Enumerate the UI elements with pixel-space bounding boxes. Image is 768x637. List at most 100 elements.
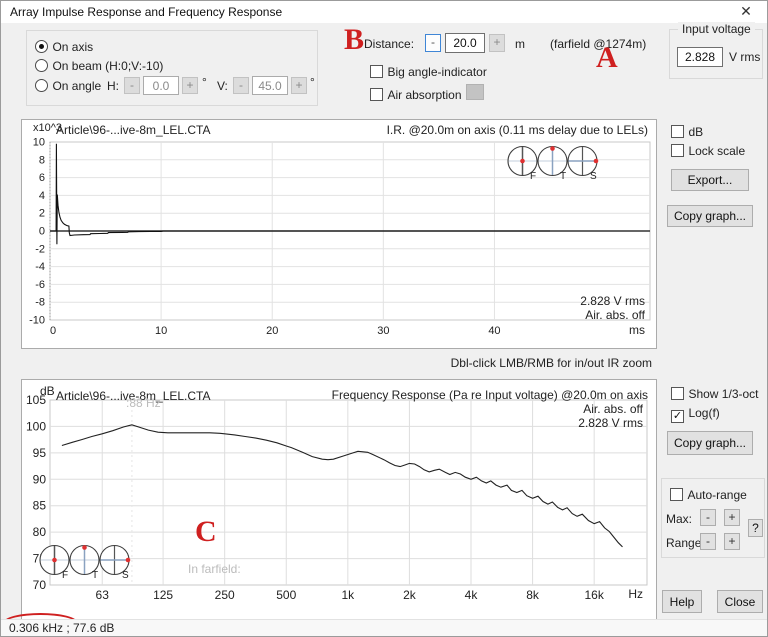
big-angle-checkbox-row[interactable]: Big angle-indicator <box>370 63 487 81</box>
orientation-dial-top-icon: T <box>537 145 568 181</box>
position-groupbox: On axis On beam (H:0;V:-10) On angle H: … <box>26 30 318 106</box>
svg-text:70: 70 <box>33 578 47 592</box>
svg-text:6: 6 <box>39 172 45 184</box>
svg-text:40: 40 <box>488 325 500 337</box>
fr-y-unit-label: dB <box>40 384 55 398</box>
range-label: Range: <box>666 536 705 550</box>
svg-text:-10: -10 <box>29 315 45 327</box>
annotation-b: B <box>344 23 365 56</box>
input-voltage-unit: V rms <box>729 50 761 64</box>
fr-copy-graph-button[interactable]: Copy graph... <box>667 431 753 455</box>
lock-scale-checkbox[interactable] <box>671 144 684 157</box>
radio-on-angle[interactable]: On angle <box>35 77 101 95</box>
svg-text:90: 90 <box>33 472 47 486</box>
h-angle-minus-button[interactable]: - <box>124 77 140 94</box>
logf-checkbox-row[interactable]: ✓ Log(f) <box>671 404 720 423</box>
radio-on-beam-label: On beam (H:0;V:-10) <box>52 59 164 73</box>
db-checkbox[interactable] <box>671 125 684 138</box>
radio-on-axis[interactable]: On axis <box>35 38 93 56</box>
svg-text:0: 0 <box>39 226 45 238</box>
air-absorption-checkbox[interactable] <box>370 88 383 101</box>
lock-scale-checkbox-row[interactable]: Lock scale <box>671 142 745 160</box>
close-button[interactable]: Close <box>717 590 763 613</box>
help-button[interactable]: Help <box>662 590 702 613</box>
radio-on-axis-label: On axis <box>52 40 94 54</box>
logf-checkbox[interactable]: ✓ <box>671 410 684 423</box>
fr-file-label: Article\96-...ive-8m_LEL.CTA <box>56 389 211 403</box>
svg-text:S: S <box>122 570 129 580</box>
range-groupbox: Auto-range Max: - + ? Range: - + <box>661 478 765 558</box>
svg-text:1k: 1k <box>341 588 355 602</box>
fr-chart-panel[interactable]: 105 100 95 90 85 80 75 70 63 125 250 500 1k 2k 4k 8k 16k… <box>21 379 657 621</box>
distance-label: Distance: <box>364 37 415 51</box>
v-angle-field[interactable]: 45.0 <box>252 76 288 95</box>
cursor-readout: 0.306 kHz ; 77.6 dB <box>9 621 115 635</box>
third-oct-checkbox[interactable] <box>671 387 684 400</box>
fr-cursor-label: :88 Hz <box>126 396 161 410</box>
svg-text:T: T <box>92 570 98 580</box>
annotation-a: A <box>596 41 618 74</box>
range-minus-button[interactable]: - <box>700 533 716 550</box>
h-angle-plus-button[interactable]: + <box>182 77 198 94</box>
big-angle-label: Big angle-indicator <box>387 65 487 79</box>
svg-text:63: 63 <box>96 588 110 602</box>
radio-on-beam[interactable]: On beam (H:0;V:-10) <box>35 57 163 75</box>
export-button[interactable]: Export... <box>671 169 749 191</box>
air-absorption-label: Air absorption <box>387 88 462 102</box>
third-oct-checkbox-row[interactable]: Show 1/3-oct <box>671 385 759 403</box>
svg-text:0: 0 <box>50 325 56 337</box>
svg-text:80: 80 <box>33 525 47 539</box>
svg-text:500: 500 <box>276 588 296 602</box>
logf-label: Log(f) <box>688 406 720 420</box>
ir-chart-panel[interactable]: 10 8 6 4 2 0 -2 -4 -6 -8 -10 0 10 20 30 40 x10^3 Articl… <box>21 119 657 349</box>
auto-range-checkbox[interactable] <box>670 488 683 501</box>
distance-field[interactable]: 20.0 <box>445 33 485 53</box>
range-plus-button[interactable]: + <box>724 533 740 550</box>
svg-text:S: S <box>590 171 597 181</box>
svg-text:30: 30 <box>377 325 389 337</box>
fr-farfield-label: In farfield: <box>188 562 241 576</box>
orientation-dial-top-icon: T <box>69 544 100 580</box>
fr-airabs-overlay: Air. abs. off <box>583 402 643 416</box>
distance-unit-label: m <box>515 37 525 51</box>
svg-text:20: 20 <box>266 325 278 337</box>
big-angle-checkbox[interactable] <box>370 65 383 78</box>
ir-file-label: Article\96-...ive-8m_LEL.CTA <box>56 123 211 137</box>
v-degree-label: ° <box>310 75 315 89</box>
input-voltage-field[interactable]: 2.828 <box>677 47 723 67</box>
svg-text:2: 2 <box>39 208 45 220</box>
distance-minus-button[interactable]: - <box>425 34 441 52</box>
db-checkbox-row[interactable]: dB <box>671 123 703 141</box>
max-plus-button[interactable]: + <box>724 509 740 526</box>
svg-text:8k: 8k <box>526 588 540 602</box>
radio-on-axis-dot[interactable] <box>35 40 48 53</box>
svg-text:-2: -2 <box>35 243 45 255</box>
range-help-button[interactable]: ? <box>748 519 763 537</box>
auto-range-checkbox-row[interactable]: Auto-range <box>670 486 747 504</box>
distance-plus-button[interactable]: + <box>489 34 505 52</box>
air-absorption-checkbox-row[interactable]: Air absorption <box>370 86 462 104</box>
max-minus-button[interactable]: - <box>700 509 716 526</box>
radio-on-angle-dot[interactable] <box>35 79 48 92</box>
v-angle-minus-button[interactable]: - <box>233 77 249 94</box>
ir-x-unit-label: ms <box>629 323 645 337</box>
fr-chart-title: Frequency Response (Pa re Input voltage)… <box>331 388 648 402</box>
v-angle-plus-button[interactable]: + <box>291 77 307 94</box>
db-checkbox-label: dB <box>688 125 704 139</box>
h-angle-field[interactable]: 0.0 <box>143 76 179 95</box>
orientation-dial-front-icon: F <box>507 145 538 181</box>
radio-on-beam-dot[interactable] <box>35 59 48 72</box>
svg-text:10: 10 <box>33 137 45 149</box>
close-icon[interactable]: ✕ <box>740 3 752 19</box>
ir-copy-graph-button[interactable]: Copy graph... <box>667 205 753 227</box>
svg-text:8: 8 <box>39 154 45 166</box>
ir-airabs-overlay: Air. abs. off <box>585 308 645 322</box>
radio-on-angle-label: On angle <box>52 79 102 93</box>
ir-chart-title: I.R. @20.0m on axis (0.11 ms delay due t… <box>386 123 648 137</box>
air-absorption-color-swatch[interactable] <box>466 84 484 100</box>
farfield-label: (farfield @1274m) <box>550 37 647 51</box>
v-angle-label: V: <box>217 79 228 93</box>
